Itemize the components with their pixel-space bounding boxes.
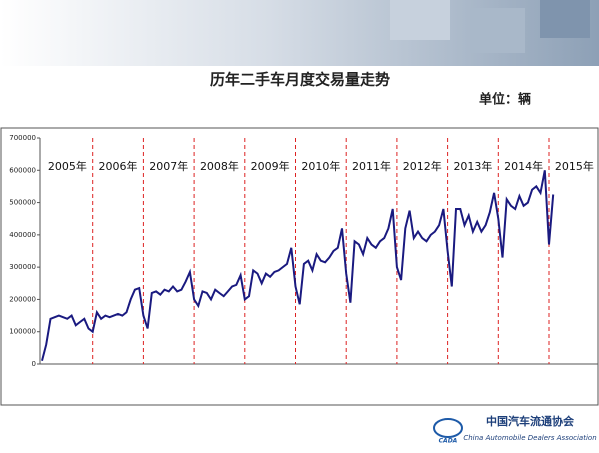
plot: 0 100000 200000 300000 400000 500000 600000 700…: [9, 134, 598, 368]
y-tick-label: 100000: [9, 328, 36, 336]
y-tick-label: 700000: [9, 134, 36, 142]
logo-mark: [433, 418, 463, 438]
org-en: China Automobile Dealers Association: [463, 434, 596, 442]
year-label: 2013年: [453, 159, 492, 173]
org-cn: 中国汽车流通协会: [486, 414, 575, 428]
y-tick-label: 400000: [9, 231, 36, 239]
y-tick-label: 200000: [9, 295, 36, 303]
y-tick-label: 500000: [9, 199, 36, 207]
year-label: 2006年: [99, 159, 138, 173]
y-tick-label: 600000: [9, 166, 36, 174]
chart-frame: [0, 127, 599, 406]
logo-text: CADA: [439, 438, 458, 445]
series-line: [41, 170, 555, 362]
year-label: 2012年: [403, 159, 442, 173]
year-label: 2005年: [48, 159, 87, 173]
y-tick-label: 0: [32, 360, 36, 368]
year-label: 2011年: [352, 159, 391, 173]
cube: [390, 0, 450, 40]
y-tick-label: 300000: [9, 263, 36, 271]
year-label: 2008年: [200, 159, 239, 173]
cube: [540, 0, 590, 38]
cube: [470, 8, 525, 53]
chart-title: 历年二手车月度交易量走势: [210, 71, 390, 89]
unit: 单位：辆: [479, 92, 531, 108]
year-label: 2010年: [301, 159, 340, 173]
year-label: 2015年: [555, 159, 594, 173]
year-label: 2009年: [251, 159, 290, 173]
year-label: 2007年: [149, 159, 188, 173]
year-label: 2014年: [504, 159, 543, 173]
